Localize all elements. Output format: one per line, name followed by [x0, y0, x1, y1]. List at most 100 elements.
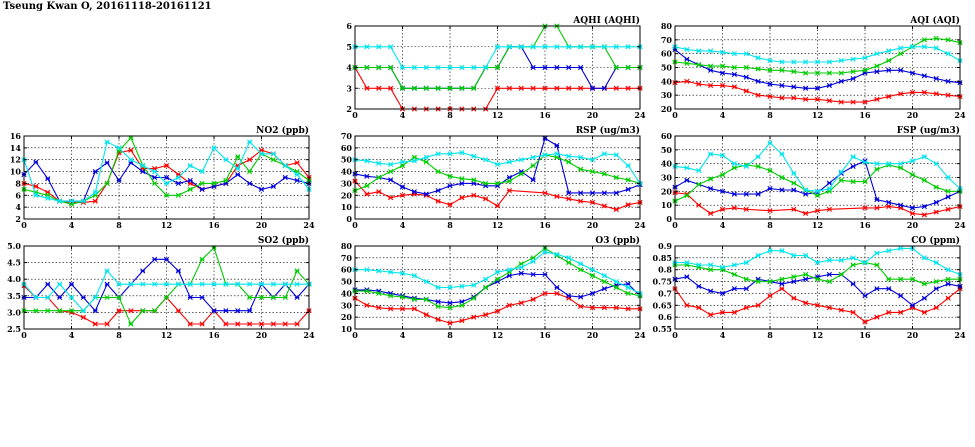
data-point-cyan — [886, 48, 892, 54]
data-point-green — [364, 183, 370, 189]
data-point-green — [779, 276, 785, 282]
data-point-cyan — [518, 157, 524, 163]
data-point-red — [862, 99, 868, 105]
data-point-cyan — [187, 163, 193, 169]
data-point-blue — [566, 190, 572, 196]
data-point-blue — [945, 78, 951, 84]
data-point-cyan — [684, 165, 690, 171]
data-point-cyan — [471, 153, 477, 159]
x-tick-label: 4 — [720, 110, 726, 120]
data-point-blue — [247, 308, 253, 314]
data-point-cyan — [270, 281, 276, 287]
x-tick-label: 4 — [400, 110, 406, 120]
data-point-cyan — [779, 59, 785, 65]
x-tick-label: 20 — [907, 220, 919, 230]
data-point-cyan — [708, 151, 714, 157]
data-point-red — [542, 290, 548, 297]
data-point-cyan — [128, 157, 134, 163]
data-point-green — [838, 271, 844, 278]
data-point-blue — [566, 64, 572, 71]
data-point-red — [247, 157, 253, 163]
data-point-red — [601, 305, 607, 311]
data-point-cyan — [625, 163, 631, 169]
y-tick-label: 30 — [341, 300, 353, 310]
data-point-green — [838, 177, 844, 183]
data-point-green — [163, 294, 170, 301]
data-point-red — [886, 203, 892, 210]
data-point-blue — [874, 197, 880, 203]
chart-title: O3 (ppb) — [595, 235, 640, 246]
data-point-green — [388, 168, 394, 175]
data-point-cyan — [945, 267, 951, 273]
data-point-cyan — [898, 161, 904, 167]
data-point-blue — [850, 163, 856, 170]
data-point-red — [589, 305, 596, 311]
data-point-green — [376, 290, 382, 297]
data-point-cyan — [803, 187, 809, 193]
data-point-blue — [578, 64, 584, 71]
data-point-red — [163, 163, 170, 169]
data-point-cyan — [696, 167, 702, 174]
data-point-cyan — [862, 260, 868, 266]
data-point-blue — [152, 174, 158, 181]
data-point-green — [116, 294, 122, 301]
data-point-green — [518, 171, 524, 177]
data-point-green — [459, 85, 465, 91]
data-point-green — [435, 85, 441, 91]
data-point-red — [601, 203, 607, 209]
y-tick-label: 0.7 — [658, 288, 672, 298]
data-point-blue — [423, 191, 429, 197]
data-point-cyan — [554, 151, 560, 157]
data-point-cyan — [803, 59, 809, 65]
data-point-green — [862, 67, 868, 73]
data-point-red — [625, 85, 631, 91]
y-tick-label: 3.5 — [7, 291, 21, 301]
data-point-red — [803, 300, 809, 306]
data-point-red — [494, 203, 501, 209]
data-point-red — [376, 189, 382, 195]
data-point-cyan — [530, 154, 536, 160]
data-point-red — [435, 316, 441, 323]
data-point-red — [945, 206, 951, 212]
data-point-red — [838, 307, 844, 313]
data-point-green — [270, 294, 276, 301]
data-point-blue — [399, 184, 406, 190]
data-point-cyan — [294, 281, 300, 287]
x-tick-label: 20 — [907, 330, 919, 340]
data-point-red — [791, 206, 797, 212]
x-tick-label: 8 — [767, 220, 773, 230]
data-point-red — [554, 193, 560, 200]
data-point-blue — [803, 191, 809, 197]
data-point-green — [235, 154, 241, 160]
data-point-cyan — [388, 44, 394, 50]
data-point-cyan — [578, 44, 584, 50]
data-point-red — [933, 305, 939, 311]
data-point-red — [743, 206, 749, 212]
x-tick-label: 0 — [352, 110, 358, 120]
data-point-blue — [554, 64, 560, 71]
data-point-cyan — [104, 268, 110, 274]
chart-title: SO2 (ppb) — [258, 235, 309, 246]
data-point-red — [625, 202, 631, 208]
data-point-red — [708, 312, 714, 318]
data-point-cyan — [459, 150, 465, 156]
data-point-cyan — [494, 161, 501, 168]
data-point-red — [518, 85, 524, 91]
data-point-green — [921, 37, 927, 43]
data-point-blue — [933, 199, 939, 205]
x-tick-label: 0 — [21, 220, 27, 230]
x-tick-label: 12 — [812, 110, 823, 120]
data-point-green — [57, 308, 63, 314]
data-point-green — [483, 180, 489, 187]
x-tick-label: 8 — [767, 110, 773, 120]
data-point-red — [258, 321, 265, 327]
x-tick-label: 8 — [767, 330, 773, 340]
data-point-blue — [945, 194, 951, 200]
x-tick-label: 8 — [447, 330, 453, 340]
data-point-blue — [898, 293, 904, 299]
data-point-blue — [554, 142, 560, 149]
data-point-green — [566, 159, 572, 165]
data-point-blue — [45, 176, 51, 182]
data-point-cyan — [767, 57, 773, 64]
